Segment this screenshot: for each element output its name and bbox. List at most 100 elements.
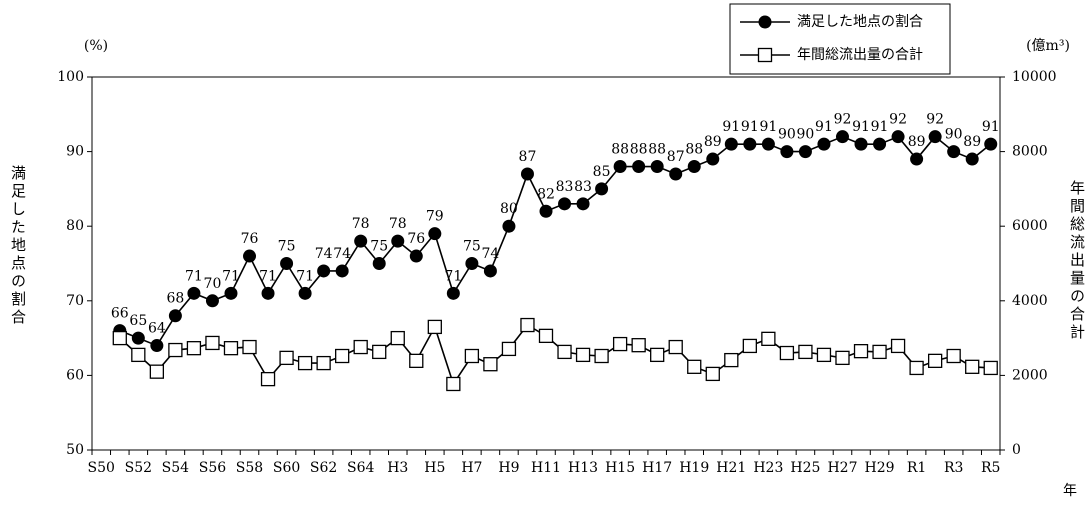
point <box>558 197 572 211</box>
point <box>947 145 961 159</box>
data-label: 71 <box>296 268 314 284</box>
data-label: 85 <box>593 164 611 180</box>
point <box>576 197 590 211</box>
point <box>965 152 979 166</box>
y-axis-title: 満足した地点の割合 <box>9 165 27 327</box>
y2-tick-label: 8000 <box>1012 144 1048 160</box>
plot-frame <box>91 76 1001 451</box>
point <box>409 249 423 263</box>
x-tick-label: H27 <box>827 460 857 476</box>
data-label: 78 <box>389 216 407 232</box>
data-label: 74 <box>315 246 333 262</box>
square-point <box>279 350 294 366</box>
data-label: 91 <box>741 119 759 135</box>
data-label: 92 <box>926 112 944 128</box>
x-tick-label: H13 <box>568 460 598 476</box>
square-point <box>483 357 498 372</box>
data-label: 66 <box>111 306 129 322</box>
point <box>243 249 257 263</box>
square-point <box>575 347 591 363</box>
point <box>520 167 534 181</box>
square-point <box>761 331 776 346</box>
x-tick-label: H7 <box>461 460 482 476</box>
square-point <box>168 342 183 358</box>
point <box>465 257 479 270</box>
square-point <box>594 348 609 364</box>
square-point <box>538 328 554 344</box>
data-label: 83 <box>556 179 574 195</box>
square-point <box>464 348 480 364</box>
y-tick-label: 90 <box>66 144 84 160</box>
x-tick-label: H21 <box>716 460 746 476</box>
point <box>669 167 683 181</box>
data-label: 71 <box>222 268 240 284</box>
x-tick-label: S52 <box>125 460 152 476</box>
legend-marker <box>757 47 773 63</box>
point <box>854 137 868 151</box>
square-point <box>520 317 535 333</box>
point <box>761 137 775 151</box>
point <box>891 130 905 144</box>
point <box>224 286 238 300</box>
data-label: 83 <box>574 179 592 195</box>
point <box>539 204 553 218</box>
data-label: 88 <box>648 142 666 158</box>
square-point <box>650 347 665 363</box>
point <box>873 137 887 151</box>
point <box>687 160 701 174</box>
point <box>483 264 497 278</box>
point <box>502 219 516 233</box>
x-tick-label: H29 <box>865 460 895 476</box>
square-point <box>427 319 442 335</box>
data-label: 90 <box>797 127 815 143</box>
square-point <box>872 344 887 360</box>
square-point <box>798 344 813 360</box>
data-label: 91 <box>722 119 740 135</box>
square-point <box>353 339 368 355</box>
data-label: 90 <box>945 127 963 143</box>
y2-tick-label: 0 <box>1012 442 1021 458</box>
square-point <box>446 376 461 392</box>
point <box>817 137 831 151</box>
square-point <box>260 371 276 387</box>
data-label: 71 <box>185 268 203 284</box>
point <box>335 264 349 278</box>
square-point <box>965 359 980 374</box>
data-label: 88 <box>611 142 629 158</box>
data-label: 74 <box>481 246 499 262</box>
square-point <box>131 347 146 363</box>
point <box>910 152 924 166</box>
y-axis-unit: (%) <box>84 38 108 54</box>
square-point <box>390 330 405 346</box>
data-label: 92 <box>834 112 852 128</box>
point <box>613 160 627 174</box>
x-tick-label: S50 <box>88 460 115 476</box>
point <box>780 145 794 159</box>
data-label: 87 <box>667 149 685 165</box>
square-point <box>223 341 239 356</box>
point <box>446 286 460 300</box>
data-label: 71 <box>259 268 277 284</box>
square-point <box>927 353 943 369</box>
y2-tick-label: 10000 <box>1012 69 1057 85</box>
x-tick-label: H19 <box>679 460 709 476</box>
y2-axis-title: 年間総流出量の合計 <box>1068 180 1086 342</box>
data-label: 79 <box>426 209 444 225</box>
point <box>984 137 998 151</box>
x-tick-label: S54 <box>162 460 189 476</box>
y2-tick-label: 4000 <box>1012 293 1048 309</box>
x-tick-label: S62 <box>310 460 337 476</box>
data-label: 71 <box>444 268 462 284</box>
data-label: 91 <box>815 119 833 135</box>
square-point <box>946 348 961 364</box>
x-tick-label: H25 <box>790 460 820 476</box>
point <box>372 257 386 270</box>
point <box>391 234 405 248</box>
data-label: 75 <box>463 239 481 255</box>
square-point <box>890 338 906 354</box>
square-point <box>372 344 387 360</box>
data-label: 75 <box>278 239 296 255</box>
square-point <box>909 360 924 376</box>
y-tick-label: 80 <box>66 218 84 234</box>
